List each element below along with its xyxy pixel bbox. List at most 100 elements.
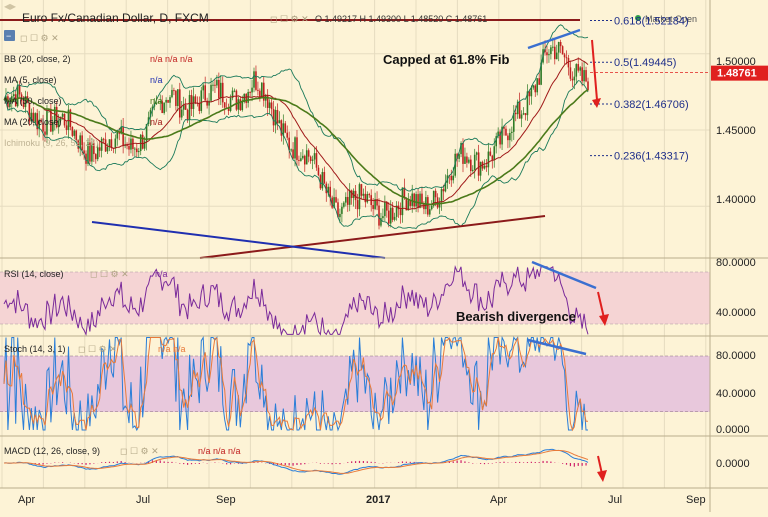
fib-382-label: 0.382(1.46706) (614, 99, 689, 111)
candle-body (241, 101, 244, 111)
candle-body (290, 149, 292, 151)
candle-body (395, 205, 398, 217)
candle-body (182, 104, 185, 110)
macd-settings-icons[interactable]: ◻ ☐ ⚙ ✕ (120, 446, 159, 456)
candle-body (516, 101, 519, 115)
symbol-title[interactable]: Euro Fx/Canadian Dollar, D, FXCM (22, 11, 209, 25)
candle-body (540, 62, 542, 85)
candle-body (262, 82, 265, 101)
candle-body (428, 209, 431, 215)
candle-body (237, 99, 240, 110)
candle-body (55, 106, 58, 128)
rsi-plot (0, 260, 710, 337)
candle-body (175, 90, 177, 106)
stoch-k-line (3, 335, 588, 432)
candle-body (571, 78, 574, 81)
divergence-annotation: Bearish divergence (456, 309, 576, 324)
candle-body (380, 218, 382, 226)
legend-settings-icons[interactable]: ◻ ☐ ⚙ ✕ (20, 33, 59, 43)
candle-body (366, 194, 369, 203)
candle-body (389, 207, 392, 224)
candle-body (512, 112, 515, 132)
candle-body (286, 132, 289, 138)
candle-body (313, 153, 316, 160)
support-trendline (199, 215, 546, 259)
candle-body (311, 159, 314, 161)
x-tick-apr-2016: Apr (18, 494, 35, 506)
candle-body (169, 97, 171, 103)
candle-body (159, 101, 162, 103)
candle-body (233, 90, 236, 92)
stoch-settings-icons[interactable]: ◻ ☐ ⚙ ✕ (78, 344, 117, 354)
current-price-value: 1.48761 (717, 68, 757, 80)
candle-body (32, 112, 35, 123)
rsi-settings-icons[interactable]: ◻ ☐ ⚙ ✕ (90, 269, 129, 279)
candle-body (266, 95, 269, 108)
candle-body (470, 159, 472, 171)
candle-body (106, 147, 109, 152)
candle-body (40, 119, 42, 123)
candle-body (409, 200, 412, 206)
candle-body (356, 200, 359, 210)
candle-body (323, 172, 326, 184)
fib-annotation: Capped at 61.8% Fib (383, 52, 509, 67)
candle-body (468, 159, 470, 163)
candle-body (16, 85, 19, 107)
blue-trendline (91, 221, 386, 259)
candle-body (231, 90, 234, 98)
candle-body (362, 193, 365, 196)
candle-body (229, 97, 232, 111)
candle-body (122, 126, 124, 147)
candle-body (327, 186, 330, 194)
candle-body (253, 71, 255, 88)
candle-body (141, 134, 144, 149)
candle-body (491, 155, 494, 161)
candle-body (487, 151, 490, 168)
candle-body (198, 103, 201, 112)
candle-body (67, 109, 70, 130)
candle-body (36, 113, 39, 130)
candle-body (514, 112, 517, 115)
candle-body (292, 149, 294, 159)
candle-body (581, 67, 583, 82)
candle-body (405, 198, 408, 211)
candle-body (42, 122, 44, 132)
current-price-tag (711, 65, 768, 81)
candle-body (339, 213, 341, 218)
price-tick-150: 1.50000 (716, 56, 756, 68)
candle-body (534, 85, 537, 93)
candle-body (341, 206, 343, 214)
legend-collapse-icon[interactable] (4, 30, 15, 41)
candle-body (208, 100, 210, 106)
candle-body (128, 145, 130, 150)
candle-body (337, 202, 339, 218)
rsi-legend: RSI (14, close) (4, 269, 64, 279)
price-down-arrow (591, 39, 598, 101)
legend-minus-icon: − (6, 31, 11, 41)
candle-body (274, 109, 277, 126)
collapse-arrows-icon[interactable]: ◂▸ (4, 0, 16, 13)
macd-legend-value: n/a n/a n/a (198, 446, 241, 456)
candle-body (257, 89, 259, 91)
candle-body (565, 57, 568, 59)
rsi-arrow-head (599, 314, 609, 326)
price-plot (0, 19, 710, 259)
candle-body (489, 151, 492, 156)
candle-body (73, 130, 76, 136)
candle-body (552, 46, 554, 48)
candle-body (137, 151, 140, 153)
candle-body (200, 90, 203, 112)
rsi-line (3, 265, 589, 337)
candle-body (69, 109, 72, 127)
candle-body (350, 190, 353, 199)
header-toolbar-icons[interactable]: ◻ ☐ ⚙ ✕ (270, 14, 309, 24)
candle-body (503, 126, 505, 129)
candle-body (100, 138, 103, 151)
candle-body (188, 95, 191, 120)
candle-body (89, 142, 91, 162)
candle-body (450, 176, 453, 181)
legend-ichimoku: Ichimoku (9, 26, 52, 26) (4, 138, 99, 148)
